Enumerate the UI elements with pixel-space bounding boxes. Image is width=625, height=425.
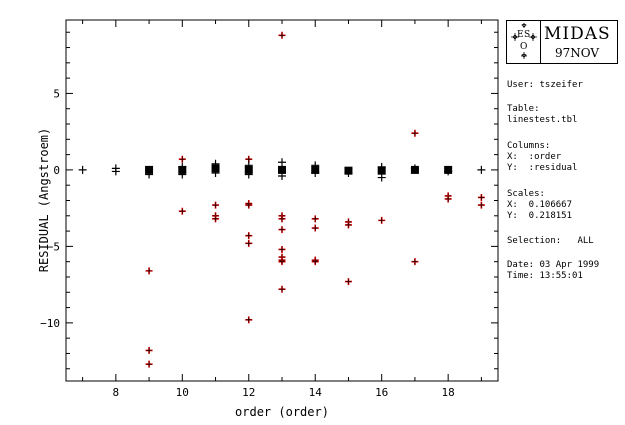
data-point-square — [244, 165, 253, 174]
data-point-black-plus — [377, 162, 386, 171]
data-point-black-plus — [111, 167, 120, 176]
data-point-red-plus — [344, 278, 352, 286]
data-point-black-plus — [178, 162, 187, 171]
data-point-square — [145, 165, 154, 174]
data-point-red-plus — [145, 346, 153, 354]
info-time: Time: 13:55:01 — [507, 271, 583, 281]
data-point-red-plus — [444, 195, 452, 203]
data-point-red-plus — [178, 207, 186, 215]
midas-logo: E S O MIDAS 97NOV — [506, 20, 618, 64]
data-point-red-plus — [477, 201, 485, 209]
data-point-red-plus — [344, 221, 352, 229]
data-point-black-plus — [145, 170, 154, 179]
data-point-square — [211, 164, 220, 173]
y-tick-label: −10 — [40, 317, 60, 330]
data-point-black-plus — [211, 159, 220, 168]
data-point-red-plus — [411, 129, 419, 137]
data-point-red-plus — [212, 215, 220, 223]
info-scales-y: Y: 0.218151 — [507, 211, 573, 221]
data-point-black-plus — [377, 173, 386, 182]
x-tick-label: 14 — [309, 386, 323, 399]
logo-divider — [540, 21, 541, 63]
data-point-red-plus — [278, 215, 286, 223]
x-tick-label: 18 — [442, 386, 455, 399]
data-point-black-plus — [211, 168, 220, 177]
data-point-red-plus — [245, 239, 253, 247]
data-point-black-plus — [244, 170, 253, 179]
data-point-red-plus — [477, 193, 485, 201]
x-tick-label: 12 — [242, 386, 255, 399]
data-point-red-plus — [311, 258, 319, 266]
x-tick-label: 8 — [113, 386, 120, 399]
info-table-value: linestest.tbl — [507, 115, 578, 125]
info-user: User: tszeifer — [507, 80, 583, 90]
x-axis-label: order (order) — [235, 405, 329, 419]
data-point-black-plus — [410, 164, 419, 173]
data-point-black-plus — [178, 170, 187, 179]
data-point-red-plus — [311, 215, 319, 223]
data-point-red-plus — [278, 31, 286, 39]
data-point-black-plus — [311, 168, 320, 177]
eso-mark-o: O — [520, 42, 527, 52]
info-selection: Selection: ALL — [507, 236, 594, 246]
data-point-black-plus — [344, 168, 353, 177]
y-tick-label: −5 — [47, 240, 60, 253]
eso-mark-s: S — [524, 30, 530, 40]
info-columns-x: X: :order — [507, 152, 562, 162]
info-table-label: Table: — [507, 104, 540, 114]
eso-logo-icon: E S O — [511, 23, 537, 59]
data-point-red-plus — [278, 285, 286, 293]
data-point-red-plus — [378, 216, 386, 224]
data-point-black-plus — [278, 158, 286, 167]
data-point-red-plus — [178, 155, 186, 163]
eso-mark-e: E — [517, 30, 524, 40]
data-point-red-plus — [311, 224, 319, 232]
data-point-red-plus — [212, 201, 220, 209]
data-point-red-plus — [145, 267, 153, 275]
data-point-black-plus — [444, 167, 453, 176]
data-point-black-plus — [244, 161, 253, 170]
info-date: Date: 03 Apr 1999 — [507, 260, 600, 270]
x-tick-label: 10 — [176, 386, 189, 399]
data-point-red-plus — [278, 226, 286, 234]
info-columns-label: Columns: — [507, 141, 551, 151]
info-scales-x: X: 0.106667 — [507, 200, 573, 210]
plot-frame — [65, 19, 499, 382]
y-tick-label: 0 — [53, 164, 60, 177]
data-point-black-plus — [311, 161, 320, 170]
data-point-red-plus — [278, 245, 286, 253]
data-point-red-plus — [245, 316, 253, 324]
y-tick-label: 5 — [53, 87, 60, 100]
data-point-black-plus — [278, 172, 286, 181]
x-tick-label: 16 — [375, 386, 388, 399]
data-point-black-plus — [78, 165, 87, 174]
data-point-square — [278, 165, 286, 174]
y-axis-label: RESIDUAL (Angstroem) — [37, 128, 51, 273]
data-point-red-plus — [411, 258, 419, 266]
info-columns-y: Y: :residual — [507, 163, 578, 173]
data-point-red-plus — [245, 232, 253, 240]
info-scales-label: Scales: — [507, 189, 545, 199]
data-point-red-plus — [245, 201, 253, 209]
data-point-red-plus — [278, 258, 286, 266]
data-point-red-plus — [145, 360, 153, 368]
logo-name: MIDAS — [544, 24, 611, 44]
data-point-black-plus — [477, 165, 486, 174]
logo-version: 97NOV — [555, 46, 600, 60]
